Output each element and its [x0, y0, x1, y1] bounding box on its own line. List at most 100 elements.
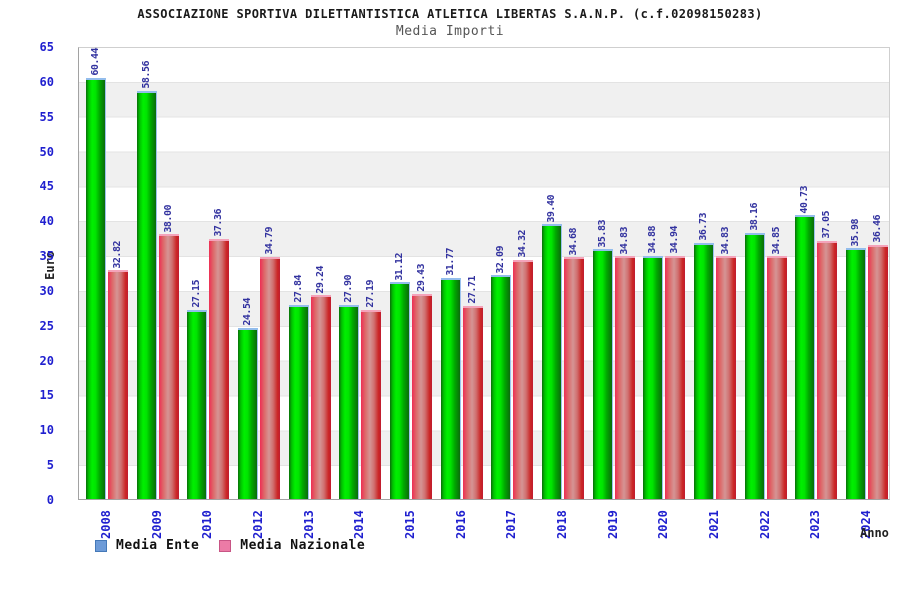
- bar-media-nazionale-2017-value-label: 34.32: [517, 230, 529, 258]
- chart-title: ASSOCIAZIONE SPORTIVA DILETTANTISTICA AT…: [137, 7, 763, 21]
- y-tick-label-25: 25: [39, 318, 54, 333]
- bar-media-ente-2017: [491, 275, 512, 499]
- x-tick-label-2020: 2020: [656, 510, 671, 539]
- legend-item-media-nazionale: Media Nazionale: [219, 538, 365, 553]
- bar-media-nazionale-2013-value-label: 29.24: [314, 265, 326, 294]
- y-tick-label-65: 65: [39, 40, 54, 54]
- y-tick-label-35: 35: [39, 249, 54, 264]
- bar-media-ente-2012: [238, 327, 258, 499]
- y-tick-label-50: 50: [39, 144, 54, 159]
- bar-media-nazionale-2013: [310, 295, 331, 499]
- bar-media-ente-2008: [86, 77, 106, 499]
- bar-media-nazionale-2023-value-label: 37.05: [821, 211, 833, 239]
- bar-media-ente-2015: [390, 282, 410, 499]
- x-tick-label-2021: 2021: [707, 510, 721, 539]
- x-tick-label-2019: 2019: [605, 510, 620, 539]
- chart-subtitle: Media Importi: [395, 24, 505, 39]
- bar-media-ente-2008-value-label: 60.44: [90, 48, 101, 76]
- x-tick-label-2016: 2016: [453, 510, 468, 539]
- bar-media-nazionale-2009-value-label: 38.00: [162, 204, 174, 233]
- y-tick-label-20: 20: [39, 353, 54, 368]
- bar-media-nazionale-2018-value-label: 34.68: [568, 227, 579, 256]
- x-tick-label-2013: 2013: [301, 510, 316, 539]
- bar-media-ente-2009-value-label: 58.56: [140, 61, 152, 89]
- bar-media-nazionale-2012: [260, 256, 280, 499]
- bar-media-nazionale-2019-value-label: 34.83: [618, 226, 630, 255]
- bar-media-nazionale-2022-value-label: 34.85: [770, 226, 782, 255]
- y-tick-label-15: 15: [39, 388, 54, 403]
- bar-media-ente-2022: [744, 233, 765, 499]
- bar-media-nazionale-2017: [513, 259, 534, 499]
- plot-area: 60.44 32.82 58.56 38.00 27.15 37.36 24.54 34.79…: [78, 47, 890, 500]
- x-tick-label-2015: 2015: [403, 510, 417, 539]
- y-tick-label-10: 10: [39, 423, 54, 438]
- bar-media-ente-2019-value-label: 35.83: [596, 219, 608, 248]
- bar-media-ente-2010-value-label: 27.15: [191, 280, 203, 308]
- media-nazionale-swatch-icon: [219, 539, 232, 552]
- bar-media-ente-2021: [694, 243, 714, 499]
- bar-media-ente-2022-value-label: 38.16: [748, 203, 760, 232]
- y-tick-label-60: 60: [39, 74, 54, 89]
- x-tick-label-2018: 2018: [555, 510, 569, 539]
- y-tick-label-45: 45: [39, 179, 54, 194]
- bar-media-ente-2013: [288, 304, 309, 499]
- bar-media-ente-2016-value-label: 31.77: [444, 247, 456, 276]
- bar-media-ente-2014-value-label: 27.90: [343, 274, 355, 303]
- y-tick-label-0: 0: [46, 493, 54, 507]
- bar-media-ente-2012-value-label: 24.54: [242, 298, 253, 326]
- bar-media-ente-2015-value-label: 31.12: [394, 252, 405, 281]
- bar-media-nazionale-2014-value-label: 27.19: [365, 279, 377, 308]
- bar-media-nazionale-2015: [412, 293, 432, 499]
- bar-media-nazionale-2010: [209, 238, 230, 499]
- y-tick-label-40: 40: [39, 214, 54, 229]
- legend: Media Ente Media Nazionale: [95, 538, 365, 553]
- x-tick-label-2017: 2017: [504, 510, 519, 539]
- bar-media-nazionale-2021: [716, 256, 736, 499]
- bar-media-ente-2023: [795, 215, 816, 499]
- bar-media-nazionale-2024-value-label: 36.46: [872, 215, 883, 243]
- bar-media-nazionale-2015-value-label: 29.43: [416, 264, 427, 292]
- y-tick-label-5: 5: [46, 458, 54, 473]
- x-tick-label-2008: 2008: [99, 510, 113, 539]
- media-ente-swatch-icon: [95, 539, 107, 552]
- bar-media-nazionale-2016: [462, 305, 483, 499]
- legend-item-media-ente: Media Ente: [95, 538, 199, 553]
- bar-media-ente-2018-value-label: 39.40: [546, 194, 557, 223]
- legend-label-media-ente: Media Ente: [116, 538, 200, 553]
- bar-media-nazionale-2014: [361, 309, 382, 499]
- bar-media-nazionale-2021-value-label: 34.83: [720, 226, 731, 255]
- bar-media-ente-2024: [846, 248, 866, 499]
- bar-media-ente-2018: [542, 224, 562, 499]
- bar-media-nazionale-2008-value-label: 32.82: [112, 240, 123, 269]
- x-tick-label-2009: 2009: [149, 510, 164, 539]
- bar-media-ente-2013-value-label: 27.84: [292, 275, 304, 303]
- bar-media-nazionale-2018: [564, 257, 584, 499]
- bar-media-ente-2024-value-label: 35.98: [850, 218, 861, 247]
- bar-media-ente-2023-value-label: 40.73: [799, 185, 811, 214]
- bar-media-ente-2021-value-label: 36.73: [698, 213, 709, 242]
- bar-media-nazionale-2023: [817, 240, 838, 499]
- bar-media-nazionale-2008: [108, 270, 128, 499]
- bar-media-nazionale-2020: [665, 255, 686, 499]
- bar-media-ente-2010: [187, 309, 208, 499]
- bar-media-nazionale-2009: [158, 234, 179, 499]
- bar-media-ente-2020-value-label: 34.88: [647, 226, 659, 254]
- bar-media-ente-2017-value-label: 32.09: [495, 245, 507, 274]
- y-tick-label-55: 55: [39, 109, 54, 124]
- bar-media-nazionale-2022: [766, 256, 787, 499]
- x-axis-title: Anno: [860, 526, 889, 540]
- x-tick-label-2010: 2010: [200, 510, 215, 539]
- bar-media-ente-2009: [136, 90, 157, 499]
- x-tick-label-2014: 2014: [352, 510, 367, 539]
- bar-media-nazionale-2019: [614, 256, 635, 499]
- bar-media-ente-2014: [339, 304, 360, 499]
- legend-label-media-nazionale: Media Nazionale: [240, 538, 366, 553]
- x-tick-label-2023: 2023: [808, 510, 823, 539]
- bar-media-ente-2020: [643, 255, 664, 499]
- bar-media-nazionale-2010-value-label: 37.36: [213, 209, 225, 237]
- bar-media-ente-2016: [440, 277, 461, 499]
- bar-media-nazionale-2020-value-label: 34.94: [669, 225, 681, 254]
- y-tick-label-30: 30: [39, 283, 54, 298]
- bar-media-nazionale-2016-value-label: 27.71: [466, 276, 478, 304]
